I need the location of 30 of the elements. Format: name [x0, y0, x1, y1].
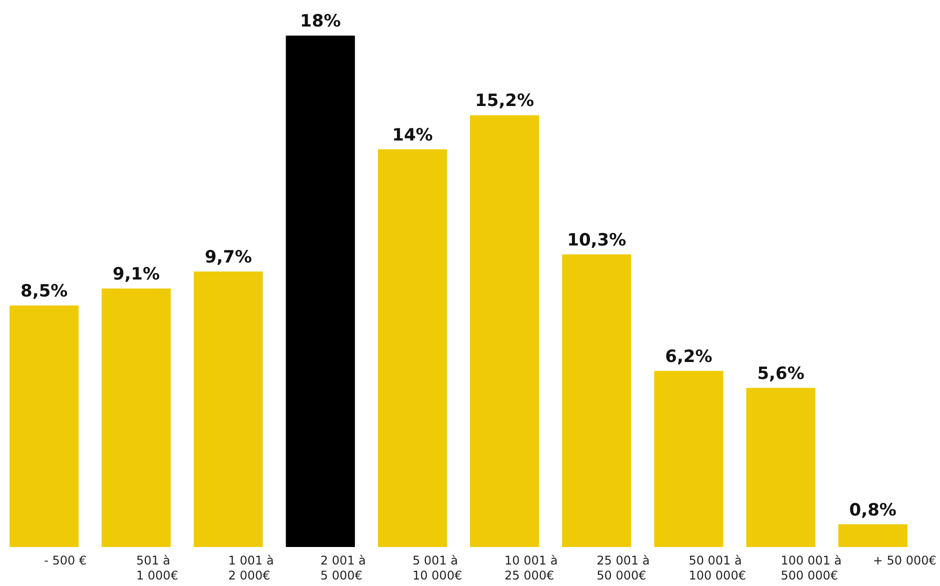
bar	[194, 271, 263, 547]
bar	[838, 524, 908, 547]
x-tick-label: 10 001 à 25 000€	[504, 554, 558, 582]
data-label: 8,5%	[20, 282, 68, 302]
data-label: 10,3%	[567, 230, 626, 250]
data-label: 6,2%	[665, 346, 712, 367]
bar	[286, 36, 355, 547]
bar	[102, 288, 171, 547]
x-tick-label: 5 001 à 10 000€	[412, 554, 462, 582]
data-label: 15,2%	[475, 91, 534, 112]
data-label: 9,1%	[112, 264, 160, 284]
x-tick-label: 2 001 à 5 000€	[320, 554, 366, 582]
bar	[470, 115, 540, 547]
x-tick-label: 50 001 à 100 000€	[688, 554, 746, 582]
bar	[746, 388, 816, 547]
data-label: 18%	[300, 12, 341, 32]
x-tick-label: 25 001 à 50 000€	[596, 554, 650, 582]
x-tick-label: 100 001 à 500 000€	[780, 554, 842, 582]
x-tick-label: 501 à 1 000€	[136, 554, 178, 582]
x-tick-label: + 50 000€	[872, 554, 936, 568]
bar	[562, 254, 632, 547]
data-label: 0,8%	[849, 500, 896, 520]
x-tick-label: 1 001 à 2 000€	[228, 554, 274, 582]
data-label: 14%	[392, 125, 433, 146]
data-label: 5,6%	[757, 364, 804, 384]
data-label: 9,7%	[204, 247, 252, 268]
bar	[10, 306, 79, 547]
bar	[378, 149, 447, 547]
bar	[654, 370, 724, 547]
x-tick-label: - 500 €	[44, 554, 87, 568]
